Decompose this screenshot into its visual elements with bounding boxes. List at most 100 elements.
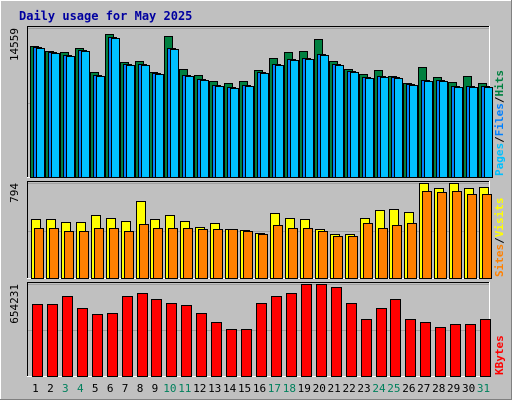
pages-bar-day-15 — [245, 86, 254, 178]
pages-bar-day-5 — [96, 76, 105, 178]
day-label-9: 9 — [152, 382, 159, 395]
sites-bar-day-14 — [228, 229, 238, 279]
panel-2-max-label: 794 — [8, 183, 21, 203]
kbytes-bar-day-25 — [390, 299, 401, 377]
legend-item-sites-0: Sites — [493, 244, 506, 277]
day-label-5: 5 — [92, 382, 99, 395]
sites-bar-day-12 — [198, 229, 208, 279]
sites-bar-day-31 — [482, 194, 492, 279]
pages-bar-day-26 — [409, 85, 418, 178]
pages-bar-day-16 — [260, 73, 269, 178]
panel-1-legend: Pages/Files/Hits — [493, 70, 506, 176]
pages-bar-day-25 — [394, 78, 403, 178]
kbytes-bar-day-12 — [196, 313, 207, 377]
pages-bar-day-14 — [230, 88, 239, 178]
day-label-30: 30 — [462, 382, 475, 395]
sites-bar-day-22 — [348, 236, 358, 279]
kbytes-bar-day-15 — [241, 329, 252, 377]
sites-bar-day-8 — [139, 224, 149, 279]
kbytes-bar-day-13 — [211, 322, 222, 377]
pages-bar-day-28 — [439, 81, 448, 178]
sites-bar-day-3 — [64, 231, 74, 279]
sites-bar-day-2 — [49, 228, 59, 279]
kbytes-bar-day-19 — [301, 284, 312, 377]
day-label-29: 29 — [447, 382, 460, 395]
legend-item-slash-3: / — [493, 96, 506, 103]
pages-bar-day-9 — [155, 74, 164, 178]
sites-bar-day-18 — [288, 228, 298, 279]
panel-2-legend: Sites/Visits — [493, 198, 506, 278]
sites-bar-day-6 — [109, 228, 119, 279]
kbytes-bar-day-16 — [256, 303, 267, 377]
kbytes-bar-day-4 — [77, 308, 88, 377]
day-label-11: 11 — [178, 382, 191, 395]
legend-item-hits-4: Hits — [493, 70, 506, 97]
pages-bar-day-4 — [81, 51, 90, 178]
sites-bar-day-7 — [124, 231, 134, 279]
pages-bar-day-11 — [185, 76, 194, 178]
sites-bar-day-20 — [318, 231, 328, 279]
sites-bar-day-1 — [34, 228, 44, 279]
pages-bar-day-21 — [335, 65, 344, 178]
sites-bar-day-26 — [407, 223, 417, 279]
legend-item-files-2: Files — [493, 103, 506, 136]
pages-bar-day-20 — [320, 55, 329, 178]
legend-item-slash-1: / — [493, 237, 506, 244]
sites-bar-day-16 — [258, 234, 268, 279]
kbytes-bar-day-6 — [107, 313, 118, 377]
kbytes-bar-day-1 — [32, 304, 43, 377]
day-label-7: 7 — [122, 382, 129, 395]
kbytes-bar-day-2 — [47, 304, 58, 377]
pages-bar-day-12 — [200, 80, 209, 178]
pages-bar-day-24 — [380, 77, 389, 178]
day-label-17: 17 — [268, 382, 281, 395]
day-label-18: 18 — [283, 382, 296, 395]
day-label-1: 1 — [32, 382, 39, 395]
day-label-21: 21 — [328, 382, 341, 395]
day-label-2: 2 — [47, 382, 54, 395]
pages-bar-day-27 — [424, 81, 433, 178]
sites-bar-day-13 — [213, 229, 223, 279]
day-label-8: 8 — [137, 382, 144, 395]
kbytes-bar-day-11 — [181, 305, 192, 377]
kbytes-bar-day-7 — [122, 296, 133, 377]
pages-bar-day-3 — [66, 56, 75, 178]
pages-bar-day-13 — [215, 86, 224, 178]
pages-bar-day-30 — [469, 87, 478, 178]
day-label-4: 4 — [77, 382, 84, 395]
day-label-16: 16 — [253, 382, 266, 395]
pages-bar-day-7 — [126, 65, 135, 178]
kbytes-bar-day-24 — [376, 308, 387, 377]
sites-bar-day-29 — [452, 191, 462, 279]
panel-1-max-label: 14559 — [8, 28, 21, 61]
day-label-13: 13 — [208, 382, 221, 395]
kbytes-bar-day-14 — [226, 329, 237, 377]
day-label-20: 20 — [313, 382, 326, 395]
panel-3-legend: KBytes — [493, 335, 506, 375]
sites-bar-day-10 — [168, 228, 178, 279]
kbytes-bar-day-21 — [331, 287, 342, 377]
kbytes-bar-day-8 — [137, 293, 148, 377]
pages-bar-day-17 — [275, 65, 284, 178]
sites-bar-day-30 — [467, 194, 477, 279]
pages-bar-day-31 — [484, 87, 493, 178]
kbytes-bar-day-28 — [435, 327, 446, 377]
day-label-27: 27 — [417, 382, 430, 395]
pages-bar-day-19 — [305, 59, 314, 178]
day-label-28: 28 — [432, 382, 445, 395]
legend-item-visits-2: Visits — [493, 198, 506, 238]
pages-bar-day-22 — [350, 72, 359, 178]
legend-item-pages-0: Pages — [493, 143, 506, 176]
day-label-15: 15 — [238, 382, 251, 395]
kbytes-bar-day-3 — [62, 296, 73, 377]
kbytes-bar-day-29 — [450, 324, 461, 377]
day-label-6: 6 — [107, 382, 114, 395]
kbytes-bar-day-22 — [346, 303, 357, 377]
pages-bar-day-6 — [111, 38, 120, 178]
kbytes-bar-day-26 — [405, 319, 416, 377]
day-label-3: 3 — [62, 382, 69, 395]
sites-bar-day-4 — [79, 231, 89, 279]
pages-bar-day-18 — [290, 60, 299, 178]
